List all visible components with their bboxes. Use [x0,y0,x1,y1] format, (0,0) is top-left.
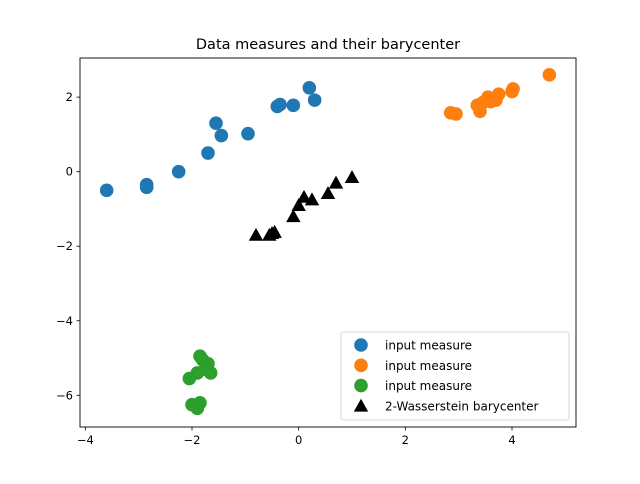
series-2 [443,67,557,121]
legend: input measure input measure input measure 2… [340,331,570,421]
x-tick-label: 4 [508,433,515,447]
data-point [203,366,218,380]
x-tick-label: 0 [295,433,302,447]
data-point [99,183,114,198]
legend-marker [354,358,368,373]
barycenter-point [248,227,264,241]
data-point [193,395,207,410]
axis-ticks: −4 −2 0 2 4 −6 −4 −2 0 2 [56,90,516,447]
data-points [99,67,557,416]
series-1 [99,81,322,198]
barycenter-point [328,175,344,189]
x-tick-label: −2 [184,433,201,447]
data-point [542,67,557,82]
barycenter-point [344,170,360,184]
series-3 [182,349,218,416]
legend-label: 2-Wasserstein barycenter [385,399,539,413]
data-point [214,128,229,143]
data-point [241,126,255,141]
data-point [302,81,317,95]
y-tick-label: −2 [56,239,73,253]
barycenter-point [286,209,301,223]
barycenter-point [304,192,320,206]
y-tick-label: −6 [56,388,73,402]
legend-marker [354,338,368,352]
series-4 [248,170,360,241]
data-point [506,82,520,96]
legend-marker [353,398,369,412]
x-tick-label: 2 [402,433,409,447]
data-point [273,97,287,112]
chart-title: Data measures and their barycenter [196,37,460,53]
data-point [491,87,506,101]
data-point [139,180,154,195]
y-tick-label: −4 [56,314,73,328]
y-tick-label: 0 [66,165,73,179]
legend-marker [354,378,368,393]
data-point [171,164,186,179]
x-tick-label: −4 [77,433,94,447]
data-point [307,93,322,107]
data-point [195,353,210,367]
barycenter-point [291,198,306,211]
legend-label: input measure [385,359,472,373]
legend-label: input measure [385,379,472,393]
axes-frame [79,57,577,428]
data-point [286,98,301,113]
barycenter-point [267,224,282,238]
data-point [209,116,223,131]
y-tick-label: 2 [66,90,73,104]
data-point [201,146,215,160]
barycenter-point [320,186,336,200]
legend-label: input measure [385,339,472,353]
data-point [449,107,463,121]
legend-box [340,331,570,421]
barycenter-point [296,189,312,203]
